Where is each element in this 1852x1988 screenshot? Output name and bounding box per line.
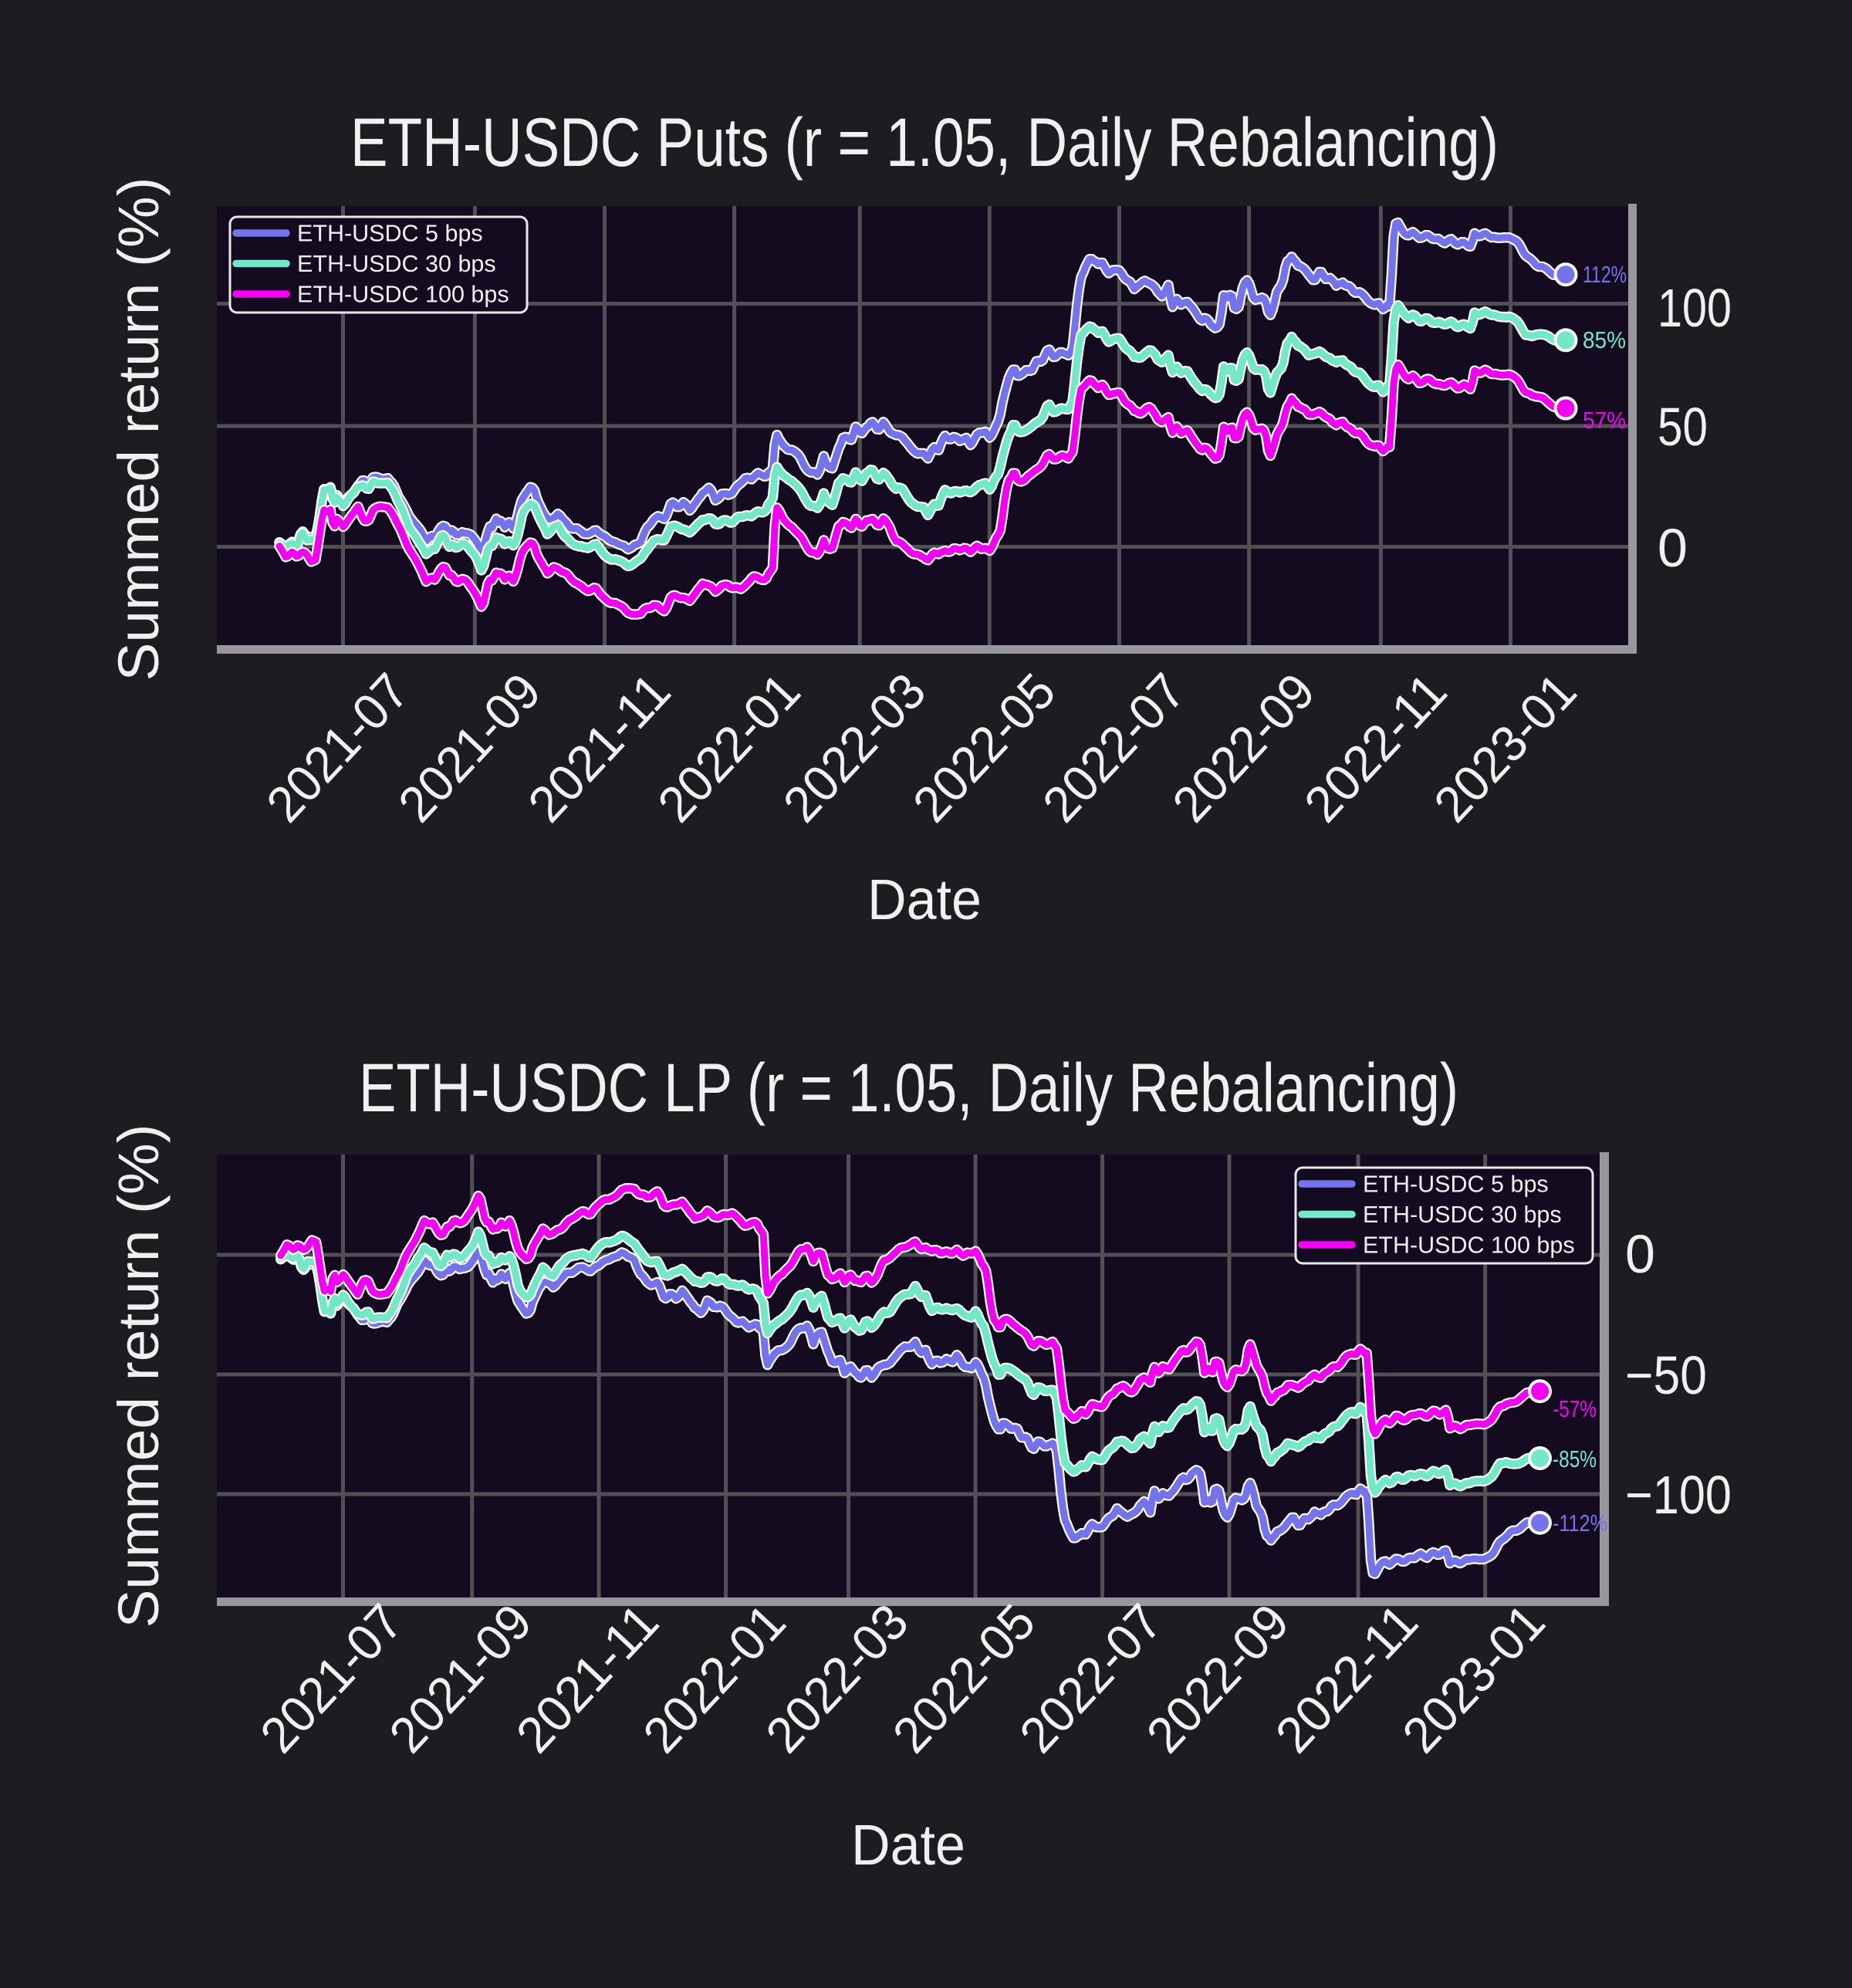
- svg-text:ETH-USDC 5 bps: ETH-USDC 5 bps: [297, 221, 483, 247]
- svg-text:ETH-USDC Puts (r = 1.05, Daily: ETH-USDC Puts (r = 1.05, Daily Rebalanci…: [350, 103, 1499, 181]
- svg-text:50: 50: [1658, 397, 1708, 457]
- svg-text:85%: 85%: [1583, 326, 1626, 353]
- svg-text:Summed return (%): Summed return (%): [106, 178, 171, 681]
- svg-text:ETH-USDC 30 bps: ETH-USDC 30 bps: [297, 251, 496, 277]
- svg-text:0: 0: [1658, 518, 1688, 578]
- svg-text:Date: Date: [851, 1813, 965, 1877]
- svg-text:57%: 57%: [1583, 407, 1626, 434]
- svg-text:ETH-USDC 100 bps: ETH-USDC 100 bps: [1363, 1232, 1575, 1259]
- svg-text:Date: Date: [867, 867, 982, 931]
- svg-text:0: 0: [1625, 1224, 1655, 1284]
- svg-text:ETH-USDC LP (r = 1.05, Daily R: ETH-USDC LP (r = 1.05, Daily Rebalancing…: [359, 1049, 1458, 1126]
- svg-text:100: 100: [1658, 278, 1732, 338]
- svg-text:-85%: -85%: [1553, 1445, 1597, 1472]
- svg-text:-57%: -57%: [1553, 1395, 1597, 1422]
- svg-text:ETH-USDC 5 bps: ETH-USDC 5 bps: [1363, 1172, 1549, 1198]
- svg-text:−100: −100: [1625, 1465, 1732, 1525]
- svg-text:112%: 112%: [1583, 261, 1627, 288]
- svg-text:ETH-USDC 30 bps: ETH-USDC 30 bps: [1363, 1202, 1562, 1228]
- svg-text:Summed return (%): Summed return (%): [106, 1124, 171, 1628]
- svg-text:ETH-USDC 100 bps: ETH-USDC 100 bps: [297, 282, 509, 308]
- svg-text:−50: −50: [1625, 1345, 1707, 1405]
- svg-text:-112%: -112%: [1553, 1510, 1607, 1537]
